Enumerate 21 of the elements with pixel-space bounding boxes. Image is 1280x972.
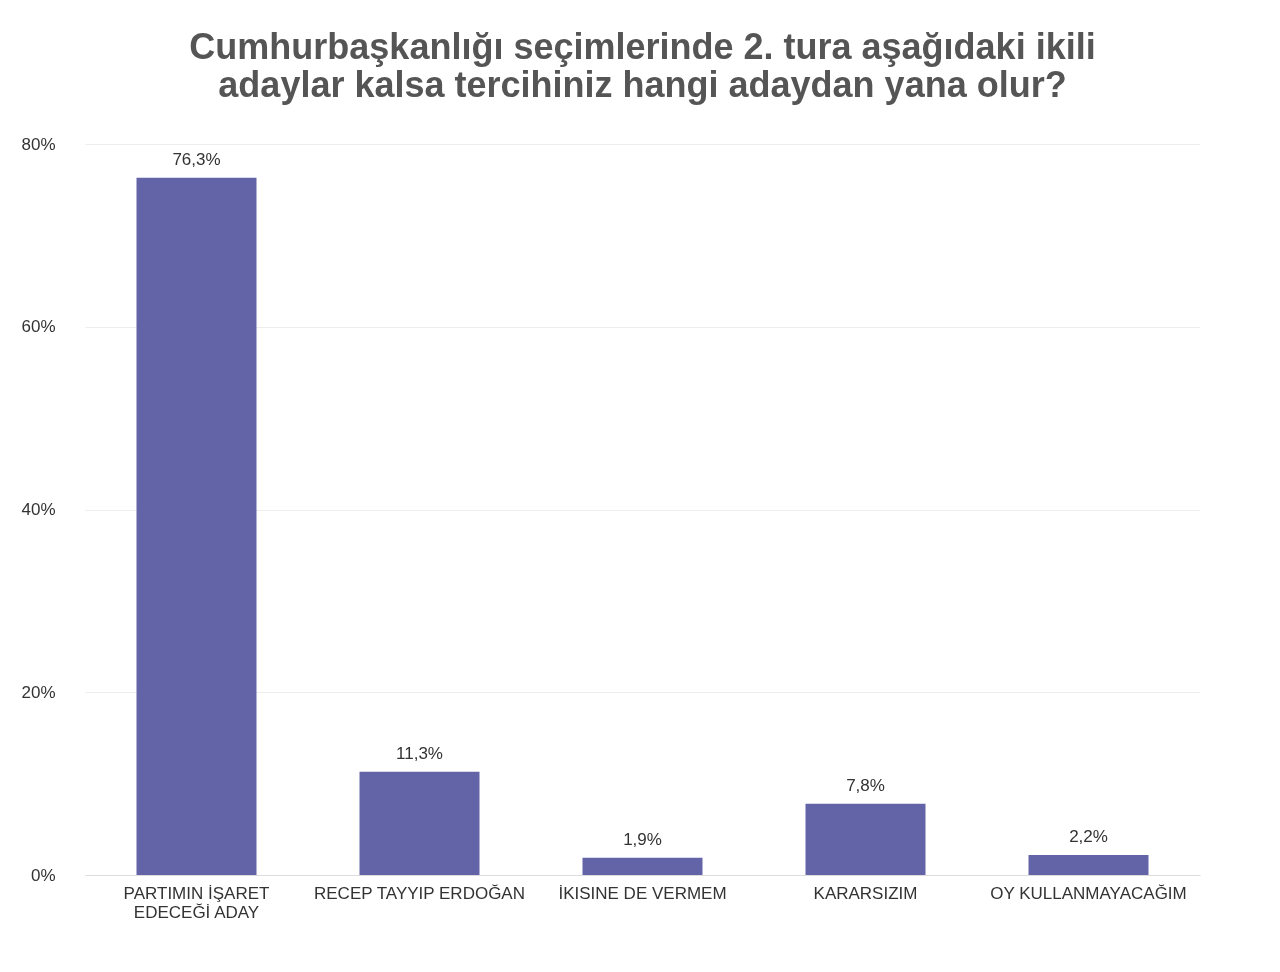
y-tick-label: 0% xyxy=(30,865,56,885)
data-label: 2,2% xyxy=(1069,826,1108,846)
x-tick-label: KARARSIZIM xyxy=(813,883,918,903)
y-tick-label: 40% xyxy=(21,500,56,519)
x-tick-label: OY KULLANMAYACAĞIM xyxy=(990,883,1187,903)
chart-title: Cumhurbaşkanlığı seçimlerinde 2. tura aşağıdaki ikili adaylar kalsa tercihiniz hangi adaydan yana olur? xyxy=(189,26,1096,105)
bar xyxy=(359,771,480,875)
data-label: 7,8% xyxy=(846,775,885,795)
x-tick-label: RECEP TAYYIP ERDOĞAN xyxy=(314,883,525,903)
y-tick-label: 20% xyxy=(21,682,56,702)
data-label: 11,3% xyxy=(396,743,443,763)
bar xyxy=(1028,854,1149,875)
y-tick-label: 80% xyxy=(21,134,56,154)
y-tick-label: 60% xyxy=(21,317,56,337)
data-label: 76,3% xyxy=(172,149,221,169)
x-tick-label: PARTIMIN İŞARET EDECEĞİ ADAY xyxy=(123,883,270,922)
bar xyxy=(582,857,703,875)
data-label: 1,9% xyxy=(623,829,662,849)
x-tick-label: İKISINE DE VERMEM xyxy=(558,883,727,903)
bar xyxy=(805,803,926,875)
bar xyxy=(136,177,257,875)
